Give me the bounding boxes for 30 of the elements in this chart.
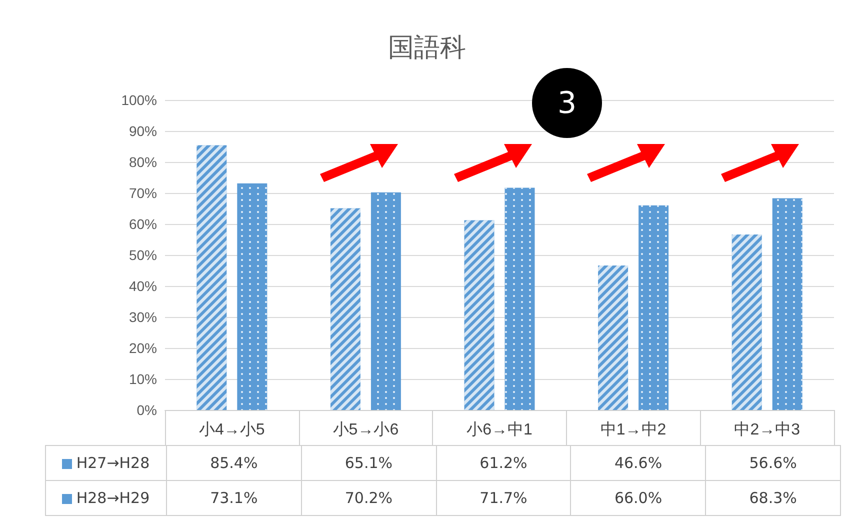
data-label: 56.6% (706, 446, 840, 480)
x-tick-label: 小5→小6 (332, 420, 399, 438)
data-label: 71.7% (436, 480, 571, 516)
data-label: 46.6% (570, 446, 706, 480)
x-tick-label: 小4→小5 (199, 420, 265, 438)
data-label: 66.0% (570, 480, 706, 516)
legend-label: H28→H29 (46, 480, 166, 516)
y-tick-label: 100% (121, 92, 157, 108)
y-tick-label: 70% (128, 185, 157, 201)
y-tick-label: 50% (128, 247, 157, 263)
data-label: 68.3% (706, 480, 840, 516)
data-label: 61.2% (436, 446, 571, 480)
legend-label: H27→H28 (46, 446, 166, 480)
chart-title: 国語科 (388, 33, 466, 63)
data-label: 73.1% (166, 480, 302, 516)
y-tick-label: 20% (128, 340, 157, 356)
numbered-circle: 3 (532, 68, 602, 138)
x-tick-label: 小6→中1 (466, 420, 532, 438)
y-tick-label: 30% (128, 309, 157, 325)
x-tick-label: 中1→中2 (600, 420, 666, 438)
data-label: 85.4% (166, 446, 302, 480)
y-tick-label: 60% (128, 216, 157, 232)
data-label: 65.1% (301, 446, 436, 480)
x-tick-label: 中2→中3 (734, 420, 800, 438)
data-label: 70.2% (301, 480, 436, 516)
y-tick-label: 80% (128, 154, 157, 170)
y-tick-label: 0% (136, 402, 157, 418)
y-tick-label: 10% (128, 371, 157, 387)
y-tick-label: 90% (128, 123, 157, 139)
y-tick-label: 40% (128, 278, 157, 294)
